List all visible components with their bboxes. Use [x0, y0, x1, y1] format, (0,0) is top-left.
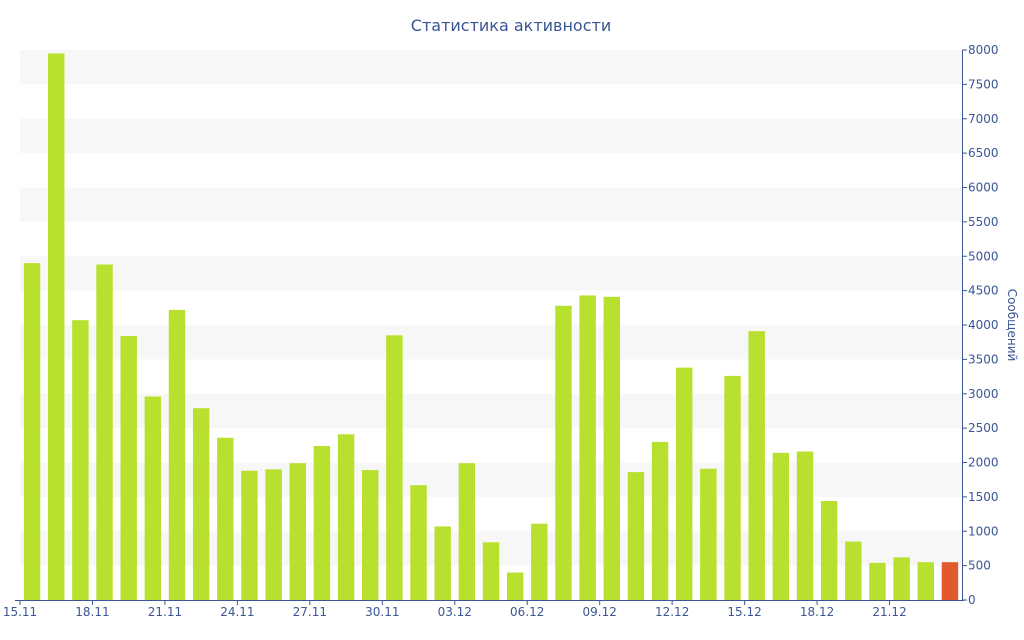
y-axis: 0 500 1000 1500 2000 2500 3000 3500 4000 4500 5000…: [962, 43, 999, 607]
bar[interactable]: [845, 541, 862, 600]
y-tick-label: 3000: [968, 387, 999, 401]
bar[interactable]: [96, 264, 113, 601]
y-tick-label: 4500: [968, 284, 999, 298]
bar[interactable]: [579, 295, 596, 600]
x-tick-label: 21.11: [148, 605, 182, 619]
grid-band: [20, 325, 962, 360]
bar[interactable]: [869, 562, 886, 600]
bar[interactable]: [676, 367, 693, 600]
y-tick-label: 1500: [968, 490, 999, 504]
x-tick-label: 03.12: [438, 605, 472, 619]
bar[interactable]: [434, 526, 451, 600]
y-tick-label: 5500: [968, 215, 999, 229]
grid-band: [20, 118, 962, 154]
x-tick-label: 24.11: [220, 605, 254, 619]
bar[interactable]: [820, 501, 838, 600]
bar[interactable]: [410, 485, 427, 600]
bar[interactable]: [917, 562, 934, 600]
grid-bands: [20, 50, 962, 566]
x-tick-label: 15.11: [3, 605, 37, 619]
x-tick-label: 21.12: [872, 605, 906, 619]
bar[interactable]: [72, 320, 89, 600]
bar[interactable]: [386, 335, 403, 600]
y-tick-label: 2000: [968, 456, 999, 470]
grid-band: [20, 393, 962, 429]
bar[interactable]: [531, 523, 548, 600]
bar[interactable]: [192, 408, 210, 600]
bar[interactable]: [313, 446, 331, 600]
bar[interactable]: [362, 470, 379, 600]
x-tick-label: 09.12: [583, 605, 617, 619]
bar[interactable]: [337, 434, 355, 600]
bar[interactable]: [506, 572, 524, 601]
bar[interactable]: [289, 463, 306, 600]
x-tick-label: 18.12: [800, 605, 834, 619]
bar[interactable]: [748, 331, 765, 600]
y-axis-label: Сообщений: [1005, 289, 1019, 362]
y-tick-label: 4000: [968, 318, 999, 332]
bar[interactable]: [168, 309, 186, 600]
bar[interactable]: [144, 396, 162, 601]
bar[interactable]: [265, 469, 282, 600]
bar[interactable]: [893, 557, 910, 600]
x-tick-label: 30.11: [365, 605, 399, 619]
x-axis: 15.11 18.11 21.11 24.11 27.11 30.11 03.12 06.12…: [3, 600, 964, 619]
bar[interactable]: [796, 451, 814, 601]
x-tick-label: 18.11: [75, 605, 109, 619]
bar[interactable]: [941, 562, 959, 600]
x-tick-label: 27.11: [293, 605, 327, 619]
bar[interactable]: [120, 336, 137, 600]
bar[interactable]: [772, 452, 790, 600]
y-tick-label: 0: [968, 593, 976, 607]
bar[interactable]: [724, 375, 741, 600]
bar[interactable]: [217, 437, 234, 600]
bar[interactable]: [555, 305, 572, 600]
bar[interactable]: [651, 441, 669, 600]
y-tick-label: 2500: [968, 421, 999, 435]
x-tick-label: 06.12: [510, 605, 544, 619]
grid-band: [20, 256, 962, 291]
bar[interactable]: [627, 472, 645, 600]
y-tick-label: 5000: [968, 249, 999, 263]
y-tick-label: 8000: [968, 43, 999, 57]
grid-band: [20, 187, 962, 222]
chart-title: Статистика активности: [411, 16, 611, 35]
bar[interactable]: [23, 263, 41, 600]
y-tick-label: 500: [968, 559, 991, 573]
y-tick-label: 3500: [968, 352, 999, 366]
bar[interactable]: [458, 463, 476, 600]
bar[interactable]: [603, 296, 620, 600]
x-tick-label: 15.12: [727, 605, 761, 619]
y-tick-label: 6000: [968, 181, 999, 195]
bars: [23, 53, 959, 601]
y-tick-label: 6500: [968, 146, 999, 160]
y-tick-label: 7000: [968, 112, 999, 126]
bar[interactable]: [48, 53, 65, 600]
bar[interactable]: [241, 470, 258, 600]
y-tick-label: 1000: [968, 524, 999, 538]
x-tick-label: 12.12: [655, 605, 689, 619]
y-tick-label: 7500: [968, 77, 999, 91]
bar[interactable]: [482, 542, 500, 600]
grid-band: [20, 50, 962, 85]
bar[interactable]: [700, 468, 717, 600]
grid-band: [20, 462, 962, 497]
